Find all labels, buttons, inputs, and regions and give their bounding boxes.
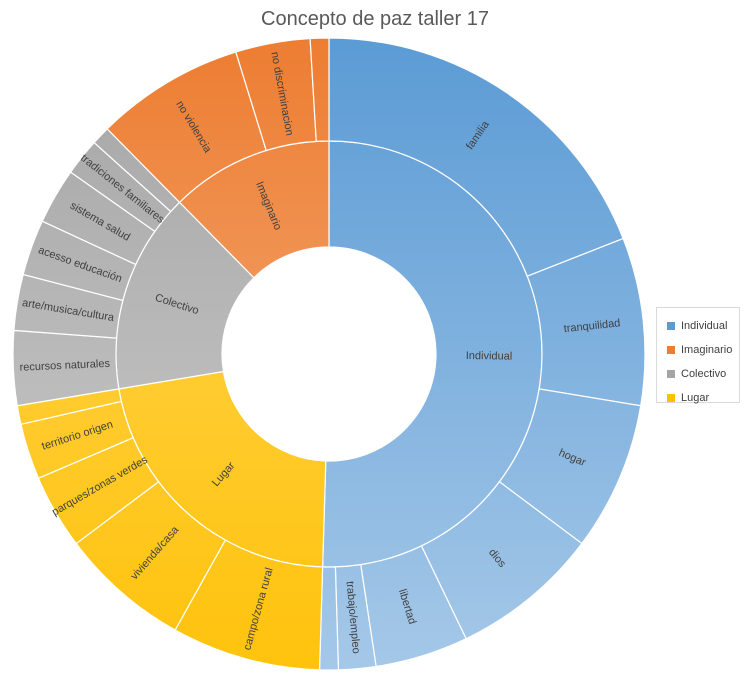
legend-label-lugar: Lugar [681,392,710,404]
legend-swatch-colectivo [667,370,675,378]
segment-imaginario-otros-2 [309,37,330,143]
legend-swatch-individual [667,322,675,330]
segment-familia [328,37,624,277]
legend-swatch-lugar [667,394,675,402]
legend-label-individual: Individual [681,320,728,332]
segment-label-recursos-naturales: recursos naturales [19,358,110,374]
segment-label-tranquilidad: tranquilidad [563,317,621,335]
segment-label-individual: Individual [466,350,513,363]
legend-swatch-imaginario [667,346,675,354]
chart-title: Concepto de paz taller 17 [261,8,489,30]
chart-legend: Individual Imaginario Colectivo Lugar [656,307,740,404]
legend-item-imaginario: Imaginario [667,338,739,362]
legend-label-colectivo: Colectivo [681,368,727,380]
legend-label-imaginario: Imaginario [681,344,733,356]
legend-item-lugar: Lugar [667,386,739,410]
legend-item-colectivo: Colectivo [667,362,739,386]
legend-item-individual: Individual [667,314,739,338]
